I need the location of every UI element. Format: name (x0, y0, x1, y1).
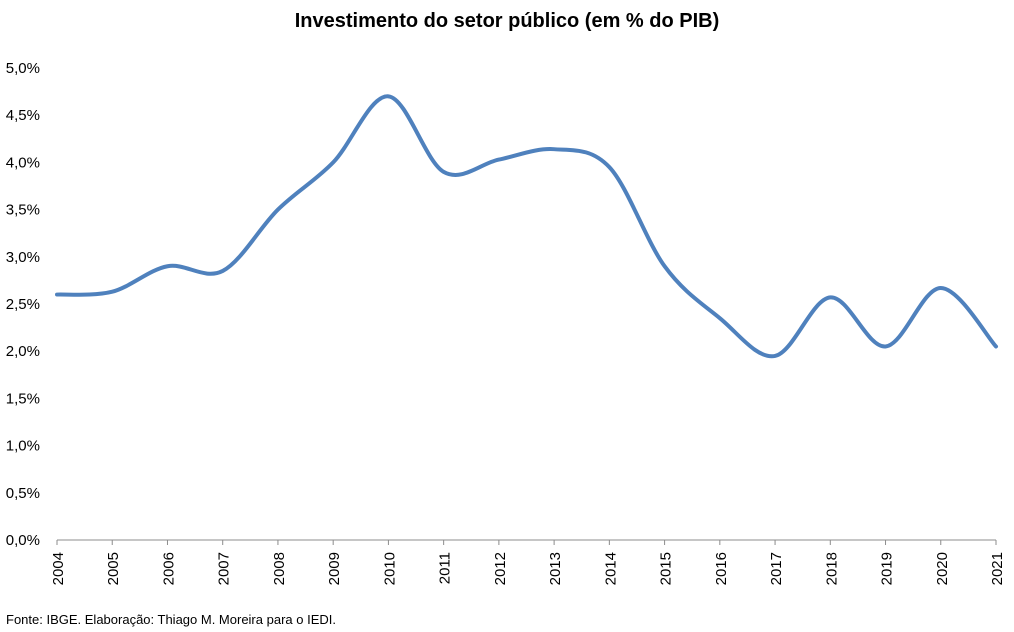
data-point (386, 94, 390, 98)
x-tick-label: 2013 (547, 552, 564, 585)
chart-title: Investimento do setor público (em % do P… (294, 10, 720, 32)
y-tick-label: 3,5% (6, 202, 40, 219)
data-point (497, 158, 501, 162)
data-point (165, 264, 169, 268)
data-point (331, 160, 335, 164)
data-point (939, 286, 943, 290)
x-tick-label: 2019 (879, 552, 896, 585)
data-point (884, 344, 888, 348)
data-point (828, 295, 832, 299)
data-point (442, 170, 446, 174)
x-tick-label: 2008 (271, 552, 288, 585)
x-tick-label: 2015 (658, 552, 675, 585)
y-tick-label: 1,5% (6, 390, 40, 407)
y-tick-label: 4,0% (6, 154, 40, 171)
x-tick-label: 2004 (50, 552, 67, 585)
x-tick-label: 2011 (437, 552, 454, 584)
data-point (552, 147, 556, 151)
y-tick-label: 4,5% (6, 107, 40, 124)
y-tick-label: 5,0% (6, 60, 40, 77)
y-tick-label: 0,5% (6, 485, 40, 502)
series-line (55, 94, 998, 359)
x-tick-label: 2016 (713, 552, 730, 585)
x-tick-label: 2017 (768, 552, 785, 585)
x-tick-label: 2014 (602, 552, 619, 585)
x-tick-label: 2012 (492, 552, 509, 585)
data-point (221, 269, 225, 273)
y-tick-label: 1,0% (6, 438, 40, 455)
y-tick-label: 2,5% (6, 296, 40, 313)
x-tick-label: 2010 (381, 552, 398, 585)
data-point (773, 354, 777, 358)
x-tick-label: 2021 (989, 552, 1006, 585)
data-point (607, 165, 611, 169)
y-tick-label: 2,0% (6, 343, 40, 360)
x-axis: 2004 2005 2006 2007 2008 2009 2010 2011 2012 2013… (50, 539, 1006, 585)
x-tick-label: 2005 (105, 552, 122, 585)
data-point (55, 293, 59, 297)
series-group (55, 94, 998, 359)
data-point (994, 344, 998, 348)
y-axis: 0,0% 0,5% 1,0% 1,5% 2,0% 2,5% 3,0% 3,5% 4,0% 4,5%… (6, 60, 40, 549)
y-tick-label: 0,0% (6, 532, 40, 549)
data-point (276, 208, 280, 212)
data-point (718, 316, 722, 320)
y-tick-label: 3,0% (6, 249, 40, 266)
data-point (663, 264, 667, 268)
x-tick-label: 2020 (934, 552, 951, 585)
data-point (110, 290, 114, 294)
source-note: Fonte: IBGE. Elaboração: Thiago M. Morei… (6, 612, 336, 627)
x-tick-label: 2018 (823, 552, 840, 585)
x-tick-label: 2006 (160, 552, 177, 585)
x-tick-label: 2009 (326, 552, 343, 585)
x-tick-label: 2007 (216, 552, 233, 585)
